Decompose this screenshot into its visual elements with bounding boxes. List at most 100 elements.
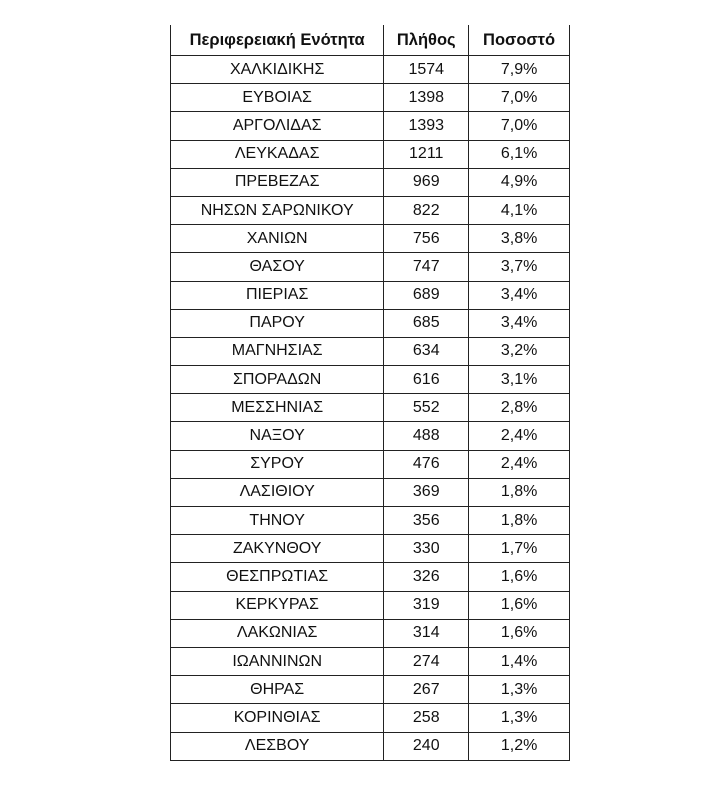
header-count: Πλήθος: [383, 25, 470, 56]
table-row: ΧΑΛΚΙΔΙΚΗΣ 1574 7,9%: [169, 54, 570, 85]
region-cell: ΛΕΣΒΟΥ: [169, 731, 385, 761]
table-row: ΛΕΣΒΟΥ 240 1,2%: [169, 731, 570, 761]
table-row: ΘΕΣΠΡΩΤΙΑΣ 326 1,6%: [169, 562, 570, 592]
count-cell: 822: [383, 195, 470, 226]
table-row: ΣΠΟΡΑΔΩΝ 616 3,1%: [169, 365, 570, 395]
table-row: ΙΩΑΝΝΙΝΩΝ 274 1,4%: [169, 646, 570, 677]
header-percent: Ποσοστό: [468, 25, 570, 56]
count-cell: 552: [383, 393, 470, 423]
table-row: ΛΕΥΚΑΔΑΣ 1211 6,1%: [169, 139, 570, 169]
region-cell: ΖΑΚΥΝΘΟΥ: [169, 534, 385, 564]
percent-cell: 3,1%: [468, 365, 570, 395]
region-cell: ΣΥΡΟΥ: [169, 449, 385, 479]
table-row: ΧΑΝΙΩΝ 756 3,8%: [169, 224, 570, 254]
table-row: ΘΗΡΑΣ 267 1,3%: [169, 675, 570, 705]
table-row: ΖΑΚΥΝΘΟΥ 330 1,7%: [169, 534, 570, 564]
region-cell: ΠΑΡΟΥ: [169, 308, 385, 338]
count-cell: 1574: [383, 54, 470, 85]
percent-cell: 3,4%: [468, 308, 570, 338]
table-row: ΕΥΒΟΙΑΣ 1398 7,0%: [169, 83, 570, 113]
percent-cell: 1,2%: [468, 731, 570, 761]
percent-cell: 3,7%: [468, 252, 570, 282]
region-cell: ΛΑΣΙΘΙΟΥ: [169, 477, 385, 508]
count-cell: 356: [383, 505, 470, 536]
percent-cell: 1,6%: [468, 590, 570, 620]
percent-cell: 2,8%: [468, 393, 570, 423]
region-cell: ΜΑΓΝΗΣΙΑΣ: [169, 336, 385, 367]
region-cell: ΣΠΟΡΑΔΩΝ: [169, 365, 385, 395]
table-row: ΣΥΡΟΥ 476 2,4%: [169, 449, 570, 479]
count-cell: 488: [383, 421, 470, 451]
count-cell: 616: [383, 365, 470, 395]
count-cell: 689: [383, 280, 470, 310]
count-cell: 685: [383, 308, 470, 338]
percent-cell: 1,8%: [468, 477, 570, 508]
count-cell: 274: [383, 646, 470, 677]
table-row: ΛΑΚΩΝΙΑΣ 314 1,6%: [169, 618, 570, 648]
region-cell: ΝΑΞΟΥ: [169, 421, 385, 451]
count-cell: 267: [383, 675, 470, 705]
count-cell: 240: [383, 731, 470, 761]
percent-cell: 3,4%: [468, 280, 570, 310]
count-cell: 330: [383, 534, 470, 564]
table-row: ΚΟΡΙΝΘΙΑΣ 258 1,3%: [169, 703, 570, 733]
percent-cell: 1,3%: [468, 675, 570, 705]
percent-cell: 4,1%: [468, 195, 570, 226]
percent-cell: 1,3%: [468, 703, 570, 733]
region-cell: ΠΡΕΒΕΖΑΣ: [169, 167, 385, 197]
count-cell: 258: [383, 703, 470, 733]
table-row: ΛΑΣΙΘΙΟΥ 369 1,8%: [169, 477, 570, 508]
table-row: ΝΗΣΩΝ ΣΑΡΩΝΙΚΟΥ 822 4,1%: [169, 195, 570, 226]
table-row: ΠΑΡΟΥ 685 3,4%: [169, 308, 570, 338]
region-cell: ΘΑΣΟΥ: [169, 252, 385, 282]
count-cell: 969: [383, 167, 470, 197]
count-cell: 1398: [383, 83, 470, 113]
table-row: ΠΙΕΡΙΑΣ 689 3,4%: [169, 280, 570, 310]
percent-cell: 7,0%: [468, 83, 570, 113]
region-cell: ΧΑΛΚΙΔΙΚΗΣ: [169, 54, 385, 85]
header-region: Περιφερειακή Ενότητα: [169, 25, 385, 56]
percent-cell: 1,4%: [468, 646, 570, 677]
count-cell: 747: [383, 252, 470, 282]
region-cell: ΚΟΡΙΝΘΙΑΣ: [169, 703, 385, 733]
table-row: ΚΕΡΚΥΡΑΣ 319 1,6%: [169, 590, 570, 620]
region-cell: ΠΙΕΡΙΑΣ: [169, 280, 385, 310]
count-cell: 1393: [383, 111, 470, 141]
count-cell: 1211: [383, 139, 470, 169]
count-cell: 319: [383, 590, 470, 620]
region-cell: ΑΡΓΟΛΙΔΑΣ: [169, 111, 385, 141]
region-cell: ΚΕΡΚΥΡΑΣ: [169, 590, 385, 620]
region-cell: ΤΗΝΟΥ: [169, 505, 385, 536]
percent-cell: 1,7%: [468, 534, 570, 564]
percent-cell: 1,6%: [468, 562, 570, 592]
region-cell: ΘΗΡΑΣ: [169, 675, 385, 705]
region-cell: ΜΕΣΣΗΝΙΑΣ: [169, 393, 385, 423]
count-cell: 756: [383, 224, 470, 254]
percent-cell: 7,9%: [468, 54, 570, 85]
percent-cell: 3,8%: [468, 224, 570, 254]
table-row: ΤΗΝΟΥ 356 1,8%: [169, 505, 570, 536]
count-cell: 314: [383, 618, 470, 648]
table-row: ΑΡΓΟΛΙΔΑΣ 1393 7,0%: [169, 111, 570, 141]
percent-cell: 1,6%: [468, 618, 570, 648]
count-cell: 326: [383, 562, 470, 592]
percent-cell: 2,4%: [468, 449, 570, 479]
count-cell: 476: [383, 449, 470, 479]
region-cell: ΕΥΒΟΙΑΣ: [169, 83, 385, 113]
region-cell: ΛΕΥΚΑΔΑΣ: [169, 139, 385, 169]
header-row: Περιφερειακή Ενότητα Πλήθος Ποσοστό: [169, 25, 570, 56]
region-cell: ΙΩΑΝΝΙΝΩΝ: [169, 646, 385, 677]
table-row: ΠΡΕΒΕΖΑΣ 969 4,9%: [169, 167, 570, 197]
percent-cell: 1,8%: [468, 505, 570, 536]
percent-cell: 6,1%: [468, 139, 570, 169]
percent-cell: 2,4%: [468, 421, 570, 451]
table-row: ΜΕΣΣΗΝΙΑΣ 552 2,8%: [169, 393, 570, 423]
count-cell: 634: [383, 336, 470, 367]
percent-cell: 3,2%: [468, 336, 570, 367]
region-cell: ΧΑΝΙΩΝ: [169, 224, 385, 254]
data-table: Περιφερειακή Ενότητα Πλήθος Ποσοστό ΧΑΛΚ…: [169, 25, 570, 761]
table-row: ΝΑΞΟΥ 488 2,4%: [169, 421, 570, 451]
table-row: ΘΑΣΟΥ 747 3,7%: [169, 252, 570, 282]
table-row: ΜΑΓΝΗΣΙΑΣ 634 3,2%: [169, 336, 570, 367]
region-cell: ΘΕΣΠΡΩΤΙΑΣ: [169, 562, 385, 592]
